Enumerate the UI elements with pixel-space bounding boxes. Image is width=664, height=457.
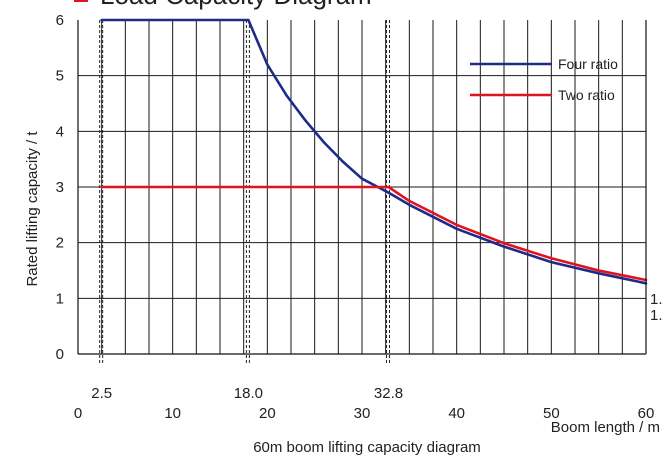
y-axis-title: Rated lifting capacity / t: [24, 131, 41, 287]
plot-frame: [77, 20, 647, 355]
legend-label-four-ratio: Four ratio: [558, 56, 618, 72]
marker-value-label: 32.8: [374, 385, 403, 402]
x-tick-label: 20: [259, 405, 276, 422]
x-tick-label: 40: [448, 405, 465, 422]
series-lines: [100, 18, 648, 285]
boom-length-markers: [99, 20, 391, 364]
x-tick-label: 60: [638, 405, 655, 422]
y-tick-label: 5: [56, 68, 64, 85]
chart-title-group: Load Capacity Diagram: [74, 0, 372, 10]
chart-title: Load Capacity Diagram: [100, 0, 372, 10]
legend-label-two-ratio: Two ratio: [558, 87, 615, 103]
y-tick-label: 3: [56, 179, 64, 196]
x-tick-label: 10: [164, 405, 181, 422]
y-tick-label: 4: [56, 123, 64, 140]
chart-caption: 60m boom lifting capacity diagram: [253, 439, 481, 456]
x-tick-label: 0: [74, 405, 82, 422]
y-tick-label: 2: [56, 235, 64, 252]
y-tick-label: 6: [56, 12, 64, 29]
series-line-two-ratio: [100, 185, 648, 282]
x-tick-label: 50: [543, 405, 560, 422]
y-tick-labels: 0 1 2 3 4 5 6: [56, 12, 64, 363]
x-tick-label: 30: [354, 405, 371, 422]
series-line-four-ratio: [100, 18, 648, 285]
end-value-label: 1.: [650, 307, 663, 324]
legend: Four ratio Two ratio: [470, 56, 618, 103]
title-marker-square: [74, 0, 88, 2]
y-tick-label: 1: [56, 290, 64, 307]
x-tick-labels: 0 10 20 30 40 50 60: [74, 405, 655, 422]
marker-value-label: 2.5: [91, 385, 112, 402]
marker-labels: 2.5 18.0 32.8: [91, 385, 403, 402]
end-value-label: 1.: [650, 291, 663, 308]
marker-value-label: 18.0: [234, 385, 263, 402]
x-axis-title: Boom length / m: [551, 419, 660, 436]
y-tick-label: 0: [56, 346, 64, 363]
end-value-labels: 1.1.: [650, 291, 663, 324]
